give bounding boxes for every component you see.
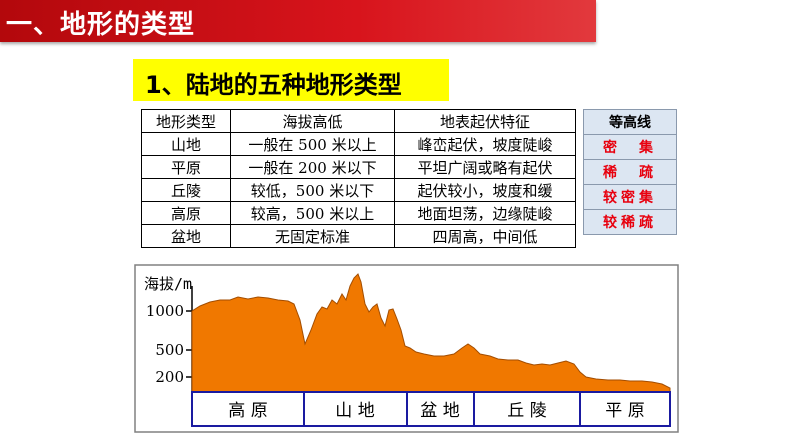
cell-altitude: 一般在 200 米以下 <box>230 155 395 179</box>
cell-type: 高原 <box>141 201 231 225</box>
table-header-row: 地形类型 海拔高低 地表起伏特征 <box>141 109 576 133</box>
cell-relief: 峰峦起伏，坡度陡峻 <box>394 132 576 156</box>
cell-type: 平原 <box>141 155 231 179</box>
terrain-profile-shape <box>191 273 671 393</box>
header-banner: 一、地形的类型 <box>0 0 596 42</box>
col-header-relief: 地表起伏特征 <box>394 109 576 133</box>
tick-label: 1000 <box>146 302 184 320</box>
table-row: 盆地 无固定标准 四周高，中间低 <box>141 224 576 248</box>
tick-label: 500 <box>155 341 184 359</box>
contour-header: 等高线 <box>583 109 677 135</box>
section-title-box: 1、陆地的五种地形类型 <box>133 59 449 101</box>
cell-type: 丘陵 <box>141 178 231 202</box>
cell-type: 盆地 <box>141 224 231 248</box>
table-row: 丘陵 较低，500 米以下 起伏较小，坡度和缓 <box>141 178 576 202</box>
contour-cell: 稀 疏 <box>583 159 677 185</box>
cell-relief: 平坦广阔或略有起伏 <box>394 155 576 179</box>
col-header-altitude: 海拔高低 <box>230 109 395 133</box>
region-label-plateau: 高 原 <box>228 401 267 421</box>
region-label-basin: 盆 地 <box>420 401 459 421</box>
region-label-hills: 丘 陵 <box>507 401 546 421</box>
contour-cell: 较稀疏 <box>583 209 677 235</box>
col-header-type: 地形类型 <box>141 109 231 133</box>
table-row: 山地 一般在 500 米以上 峰峦起伏，坡度陡峻 <box>141 132 576 156</box>
cell-relief: 起伏较小，坡度和缓 <box>394 178 576 202</box>
region-box <box>191 391 671 427</box>
contour-cell: 密 集 <box>583 134 677 160</box>
cell-altitude: 较高，500 米以上 <box>230 201 395 225</box>
contour-table: 等高线 密 集 稀 疏 较密集 较稀疏 <box>583 109 677 235</box>
table-row: 平原 一般在 200 米以下 平坦广阔或略有起伏 <box>141 155 576 179</box>
cell-altitude: 较低，500 米以下 <box>230 178 395 202</box>
region-label-mountain: 山 地 <box>335 401 374 421</box>
axis-label: 海拔/m <box>144 275 192 293</box>
cell-type: 山地 <box>141 132 231 156</box>
tick-label: 200 <box>155 368 184 386</box>
cell-altitude: 无固定标准 <box>230 224 395 248</box>
page-title: 一、地形的类型 <box>6 10 196 40</box>
terrain-profile-diagram: 海拔/m 1000 500 200 高 原 山 地 盆 地 丘 陵 平 原 <box>134 264 679 433</box>
cell-altitude: 一般在 500 米以上 <box>230 132 395 156</box>
contour-cell: 较密集 <box>583 184 677 210</box>
cell-relief: 地面坦荡，边缘陡峻 <box>394 201 576 225</box>
terrain-table: 地形类型 海拔高低 地表起伏特征 山地 一般在 500 米以上 峰峦起伏，坡度陡… <box>141 109 576 248</box>
region-label-plain: 平 原 <box>605 401 644 421</box>
section-title: 1、陆地的五种地形类型 <box>145 71 402 99</box>
table-row: 高原 较高，500 米以上 地面坦荡，边缘陡峻 <box>141 201 576 225</box>
cell-relief: 四周高，中间低 <box>394 224 576 248</box>
